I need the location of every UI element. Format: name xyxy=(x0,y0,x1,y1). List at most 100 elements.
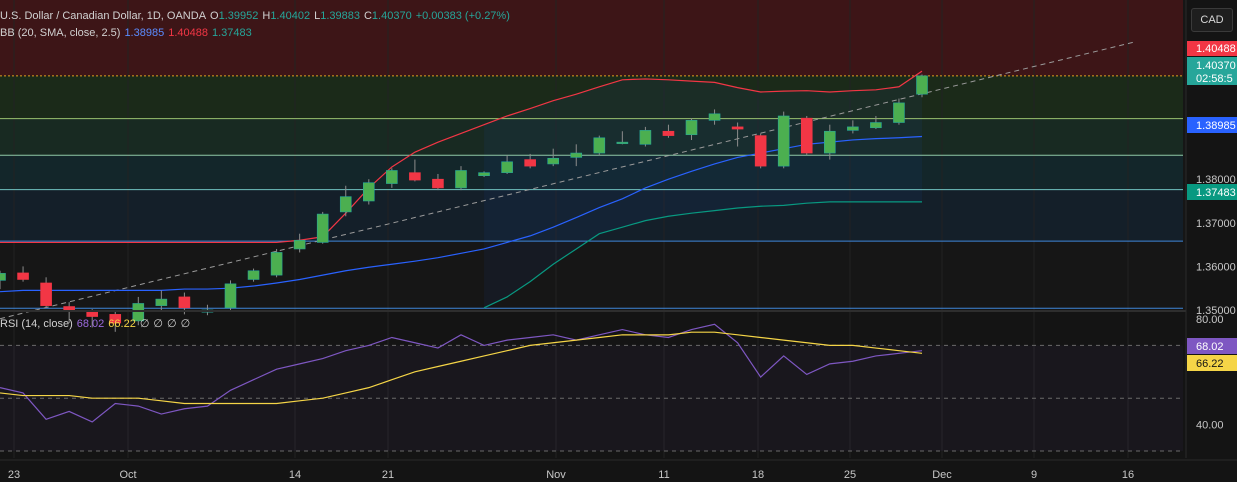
candle-body xyxy=(155,298,168,306)
rsi-placeholder: ∅ xyxy=(167,318,177,330)
rsi-ma-line xyxy=(0,331,923,405)
candle-body xyxy=(247,270,260,280)
candle-body xyxy=(455,170,467,189)
candle-body xyxy=(362,182,375,202)
rsi-ma-value: 66.22 xyxy=(108,318,136,330)
bollinger-lower-price-label-background xyxy=(1187,184,1237,200)
candle-body xyxy=(570,152,583,158)
candle-body xyxy=(685,120,698,136)
level-zone xyxy=(0,118,1183,156)
candle-body xyxy=(270,252,283,276)
bollinger-basis-line xyxy=(0,135,923,293)
rsi-placeholder: ∅ xyxy=(153,318,163,330)
candle-body xyxy=(339,196,352,213)
rsi-legend: RSI (14, close) 68.02 66.22 ∅ ∅ ∅ ∅ xyxy=(0,317,194,330)
close-label: C xyxy=(363,10,372,22)
time-axis-tick-label: Nov xyxy=(546,469,566,481)
candle-body xyxy=(17,272,29,280)
candle-body xyxy=(823,130,836,154)
symbol-legend: U.S. Dollar / Canadian Dollar, 1D, OANDA… xyxy=(0,10,514,22)
candle-body xyxy=(916,75,928,95)
candle-body xyxy=(409,172,421,181)
time-axis-tick-label: 21 xyxy=(382,469,394,481)
candle-body xyxy=(316,213,329,243)
bollinger-legend: BB (20, SMA, close, 2.5) 1.38985 1.40488 1.… xyxy=(0,27,256,39)
candle-body xyxy=(40,282,52,306)
change-value: +0.00383 (+0.27%) xyxy=(415,10,510,22)
time-axis-tick-label: 16 xyxy=(1122,469,1134,481)
candle-body xyxy=(616,141,629,144)
rsi-name: RSI (14, close) xyxy=(0,318,73,330)
candle-body xyxy=(0,273,6,281)
time-axis-tick-label: 11 xyxy=(658,469,669,481)
candle-body xyxy=(731,126,744,130)
candle-body xyxy=(593,137,606,154)
close-value: 1.40370 xyxy=(371,10,412,22)
rsi-value: 68.02 xyxy=(76,318,105,330)
price-axis-tick-label: 1.35000 xyxy=(1196,305,1236,317)
candle-body xyxy=(524,159,536,167)
low-label: L xyxy=(314,10,321,22)
bar-countdown-label: 02:58:5 xyxy=(1196,73,1233,85)
candle-body xyxy=(547,157,560,165)
time-axis-tick-label: 18 xyxy=(752,469,764,481)
candle-body xyxy=(386,170,398,184)
candle-body xyxy=(501,161,513,173)
candle-body xyxy=(178,296,191,309)
bollinger-upper-price-label-background xyxy=(1187,41,1237,56)
resistance-zone xyxy=(0,0,1183,76)
bollinger-upper-line xyxy=(0,70,923,244)
price-axis-tick-label: 1.38000 xyxy=(1196,174,1236,186)
candle-body xyxy=(662,130,675,136)
rsi-value-label: 68.02 xyxy=(1196,341,1224,353)
bollinger-basis-price-label-background xyxy=(1187,117,1237,133)
bollinger-upper-value: 1.40488 xyxy=(168,27,208,39)
time-axis-tick-label: Oct xyxy=(119,469,136,481)
price-axis-tick-label: 1.37000 xyxy=(1196,218,1236,230)
rsi-axis-tick-label: 40.00 xyxy=(1196,420,1224,432)
symbol-title: U.S. Dollar / Canadian Dollar, 1D, OANDA xyxy=(0,10,207,22)
candle-body xyxy=(847,126,859,131)
time-axis-tick-label: 23 xyxy=(8,469,20,481)
candle-body xyxy=(478,172,490,177)
candle-body xyxy=(754,135,767,167)
rsi-axis-tick-label: 80.00 xyxy=(1196,314,1224,326)
bollinger-upper-price-label: 1.40488 xyxy=(1196,43,1236,55)
candle-body xyxy=(86,311,98,317)
candle-body xyxy=(224,283,237,309)
open-label: O xyxy=(210,10,219,22)
rsi-placeholder: ∅ xyxy=(180,318,191,330)
candle-body xyxy=(870,122,882,129)
candle-body xyxy=(63,306,75,311)
bollinger-basis-price-label: 1.38985 xyxy=(1196,120,1236,132)
candle-body xyxy=(432,178,444,189)
rsi-line xyxy=(0,323,923,423)
rsi-ma-value-label-background xyxy=(1187,355,1237,371)
level-zone xyxy=(0,189,1183,242)
candle-body xyxy=(708,113,721,121)
candle-body xyxy=(800,117,813,154)
bollinger-name: BB (20, SMA, close, 2.5) xyxy=(0,27,121,39)
candle-body xyxy=(109,314,122,324)
trend-line xyxy=(0,41,1136,320)
candle-body xyxy=(293,239,306,250)
bollinger-basis-value: 1.38985 xyxy=(124,27,165,39)
rsi-placeholder: ∅ xyxy=(139,318,150,330)
bollinger-lower-line xyxy=(483,201,922,309)
level-zone xyxy=(0,155,1183,190)
time-axis-tick-label: Dec xyxy=(932,469,952,481)
candle-body xyxy=(777,115,790,167)
candle-body xyxy=(639,130,652,145)
high-value: 1.40402 xyxy=(270,10,311,22)
last-price-label: 1.40370 xyxy=(1196,60,1236,72)
high-label: H xyxy=(262,10,271,22)
time-axis-tick-label: 14 xyxy=(289,469,301,481)
low-value: 1.39883 xyxy=(320,10,360,22)
last-price-label-background xyxy=(1187,57,1237,85)
open-value: 1.39952 xyxy=(218,10,259,22)
rsi-value-label-background xyxy=(1187,338,1237,354)
candle-body xyxy=(132,303,145,322)
currency-button[interactable]: CAD xyxy=(1191,8,1233,32)
bollinger-lower-price-label: 1.37483 xyxy=(1196,187,1236,199)
